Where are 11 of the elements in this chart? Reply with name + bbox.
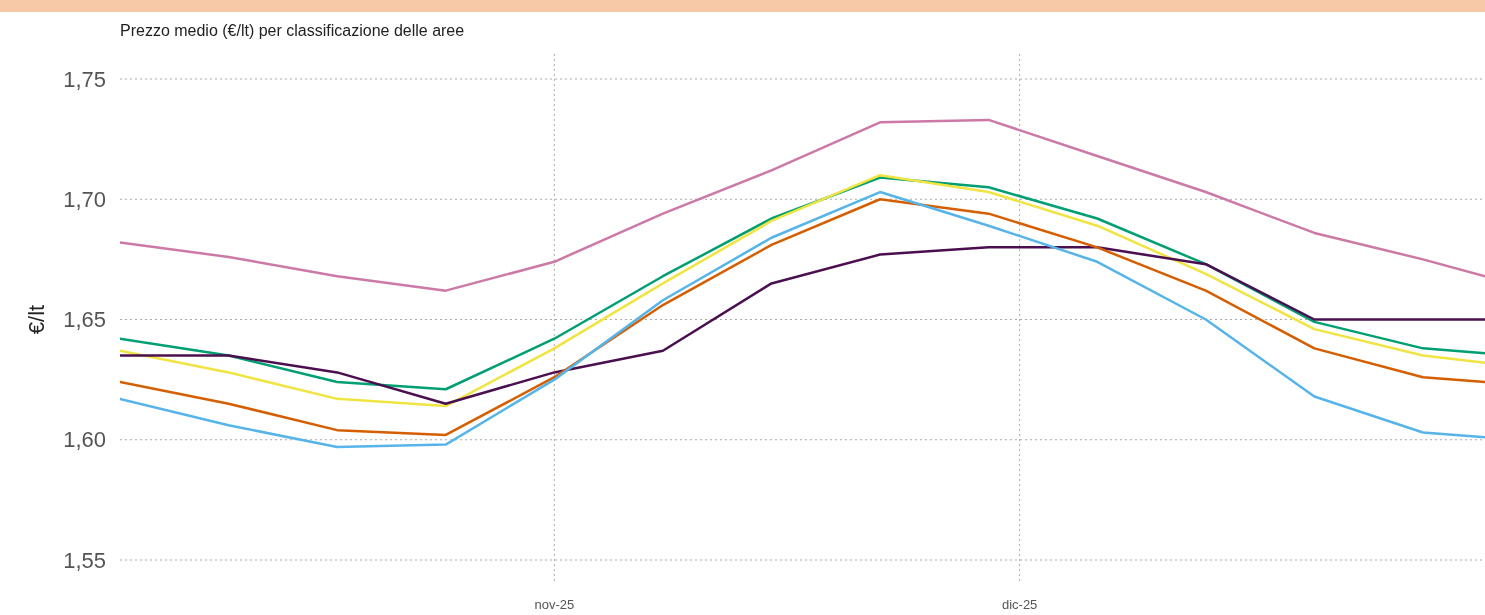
x-tick-label: dic-25 [1001, 597, 1038, 612]
y-axis-title: €/lt [24, 304, 49, 335]
x-tick-label: nov-25 [534, 597, 575, 612]
y-tick-label: 1,70 [63, 186, 106, 212]
y-tick-label: 1,65 [63, 307, 106, 333]
line-series [120, 246, 1485, 405]
y-tick-label: 1,60 [63, 427, 106, 453]
y-tick-label: 1,75 [63, 66, 106, 92]
chart-title: Prezzo medio (€/lt) per classificazione delle aree [120, 22, 465, 39]
line-series [120, 118, 1485, 292]
y-tick-label: 1,55 [63, 547, 106, 573]
